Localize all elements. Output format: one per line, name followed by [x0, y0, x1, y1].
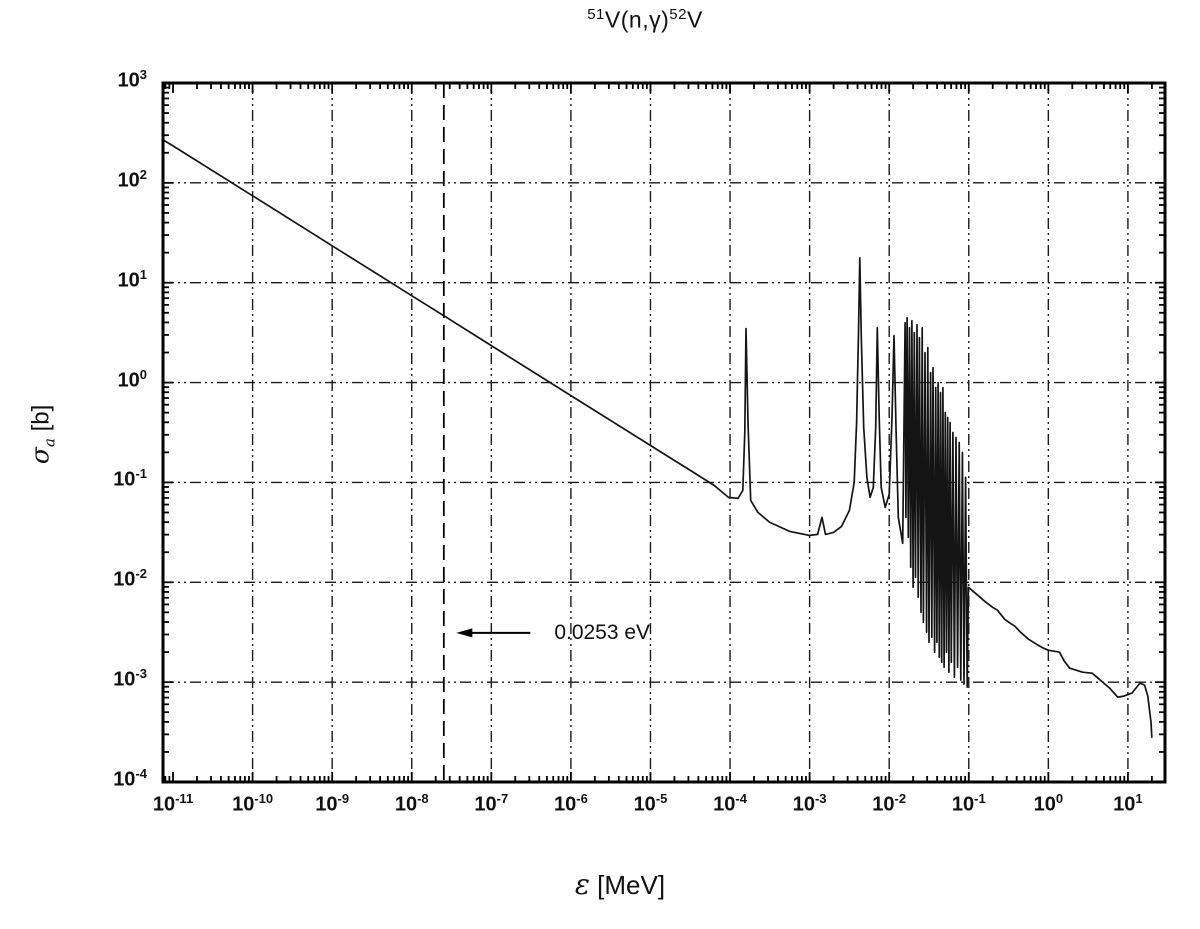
thermal-annotation-label: 0.0253 eV [554, 620, 651, 644]
y-axis-label: σa [b] [26, 354, 59, 514]
epsilon-symbol: ε [574, 868, 590, 901]
x-tick-label-10e-7: 10-7 [474, 791, 509, 816]
title-reaction: V(n,γ) [604, 6, 670, 33]
title-product: V [686, 6, 703, 33]
sigma-symbol: σ [25, 447, 55, 465]
x-tick-label-10e0: 100 [1033, 791, 1064, 816]
x-tick-label-10e-3: 10-3 [792, 791, 827, 816]
x-tick-label-10e-8: 10-8 [394, 791, 429, 816]
y-tick-label-10e-2: 10-2 [113, 566, 147, 591]
x-tick-label-10e1: 101 [1113, 791, 1143, 816]
x-tick-label-10e-1: 10-1 [951, 791, 986, 816]
x-axis-label: ε [MeV] [575, 868, 665, 901]
y-tick-label-10e0: 100 [117, 366, 147, 392]
plot-frame [161, 81, 1167, 784]
y-unit: [b] [27, 404, 55, 439]
annotation-arrow-head [456, 628, 473, 638]
x-tick-label-10e-4: 10-4 [713, 791, 747, 816]
x-tick-label-10e-2: 10-2 [872, 791, 907, 816]
title-superscript-left: 51 [587, 6, 605, 23]
y-tick-label-10e-4: 10-4 [113, 766, 147, 791]
y-tick-label-10e3: 103 [117, 67, 147, 92]
title-superscript-right: 52 [669, 6, 687, 23]
x-tick-label-10e-9: 10-9 [315, 791, 350, 816]
sigma-subscript: a [40, 438, 59, 448]
x-tick-label-10e-10: 10-10 [232, 791, 274, 816]
y-tick-label-10e-3: 10-3 [113, 666, 147, 691]
cross-section-curve [162, 139, 1153, 738]
y-tick-label-10e-1: 10-1 [113, 466, 147, 492]
y-tick-label-10e1: 101 [117, 266, 147, 292]
x-tick-label-10e-6: 10-6 [553, 791, 588, 816]
x-unit: [MeV] [589, 870, 666, 900]
chart-title: 51V(n,γ)52V [587, 6, 703, 34]
x-tick-label-10e-11: 10-11 [152, 791, 194, 816]
x-tick-label-10e-5: 10-5 [633, 791, 668, 816]
y-tick-label-10e2: 102 [117, 166, 147, 192]
